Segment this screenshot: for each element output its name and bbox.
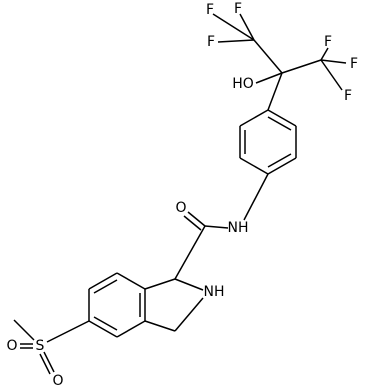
atom-label: NH <box>228 220 249 236</box>
atom-label: O <box>52 373 63 389</box>
atom-label: S <box>36 338 45 354</box>
atom-label: HO <box>232 76 254 92</box>
atom-label: O <box>6 338 17 354</box>
atom-label: O <box>175 200 186 216</box>
atom-labels: F F F HO F F F NH O NH S O O <box>6 1 358 389</box>
atom-label: F <box>324 34 332 50</box>
atom-label: F <box>206 2 214 18</box>
atom-label: F <box>350 56 358 72</box>
bonds <box>13 13 347 375</box>
atom-label: NH <box>204 284 225 300</box>
atom-label: F <box>234 1 242 17</box>
atom-label: F <box>344 88 352 104</box>
atom-label: F <box>207 34 215 50</box>
